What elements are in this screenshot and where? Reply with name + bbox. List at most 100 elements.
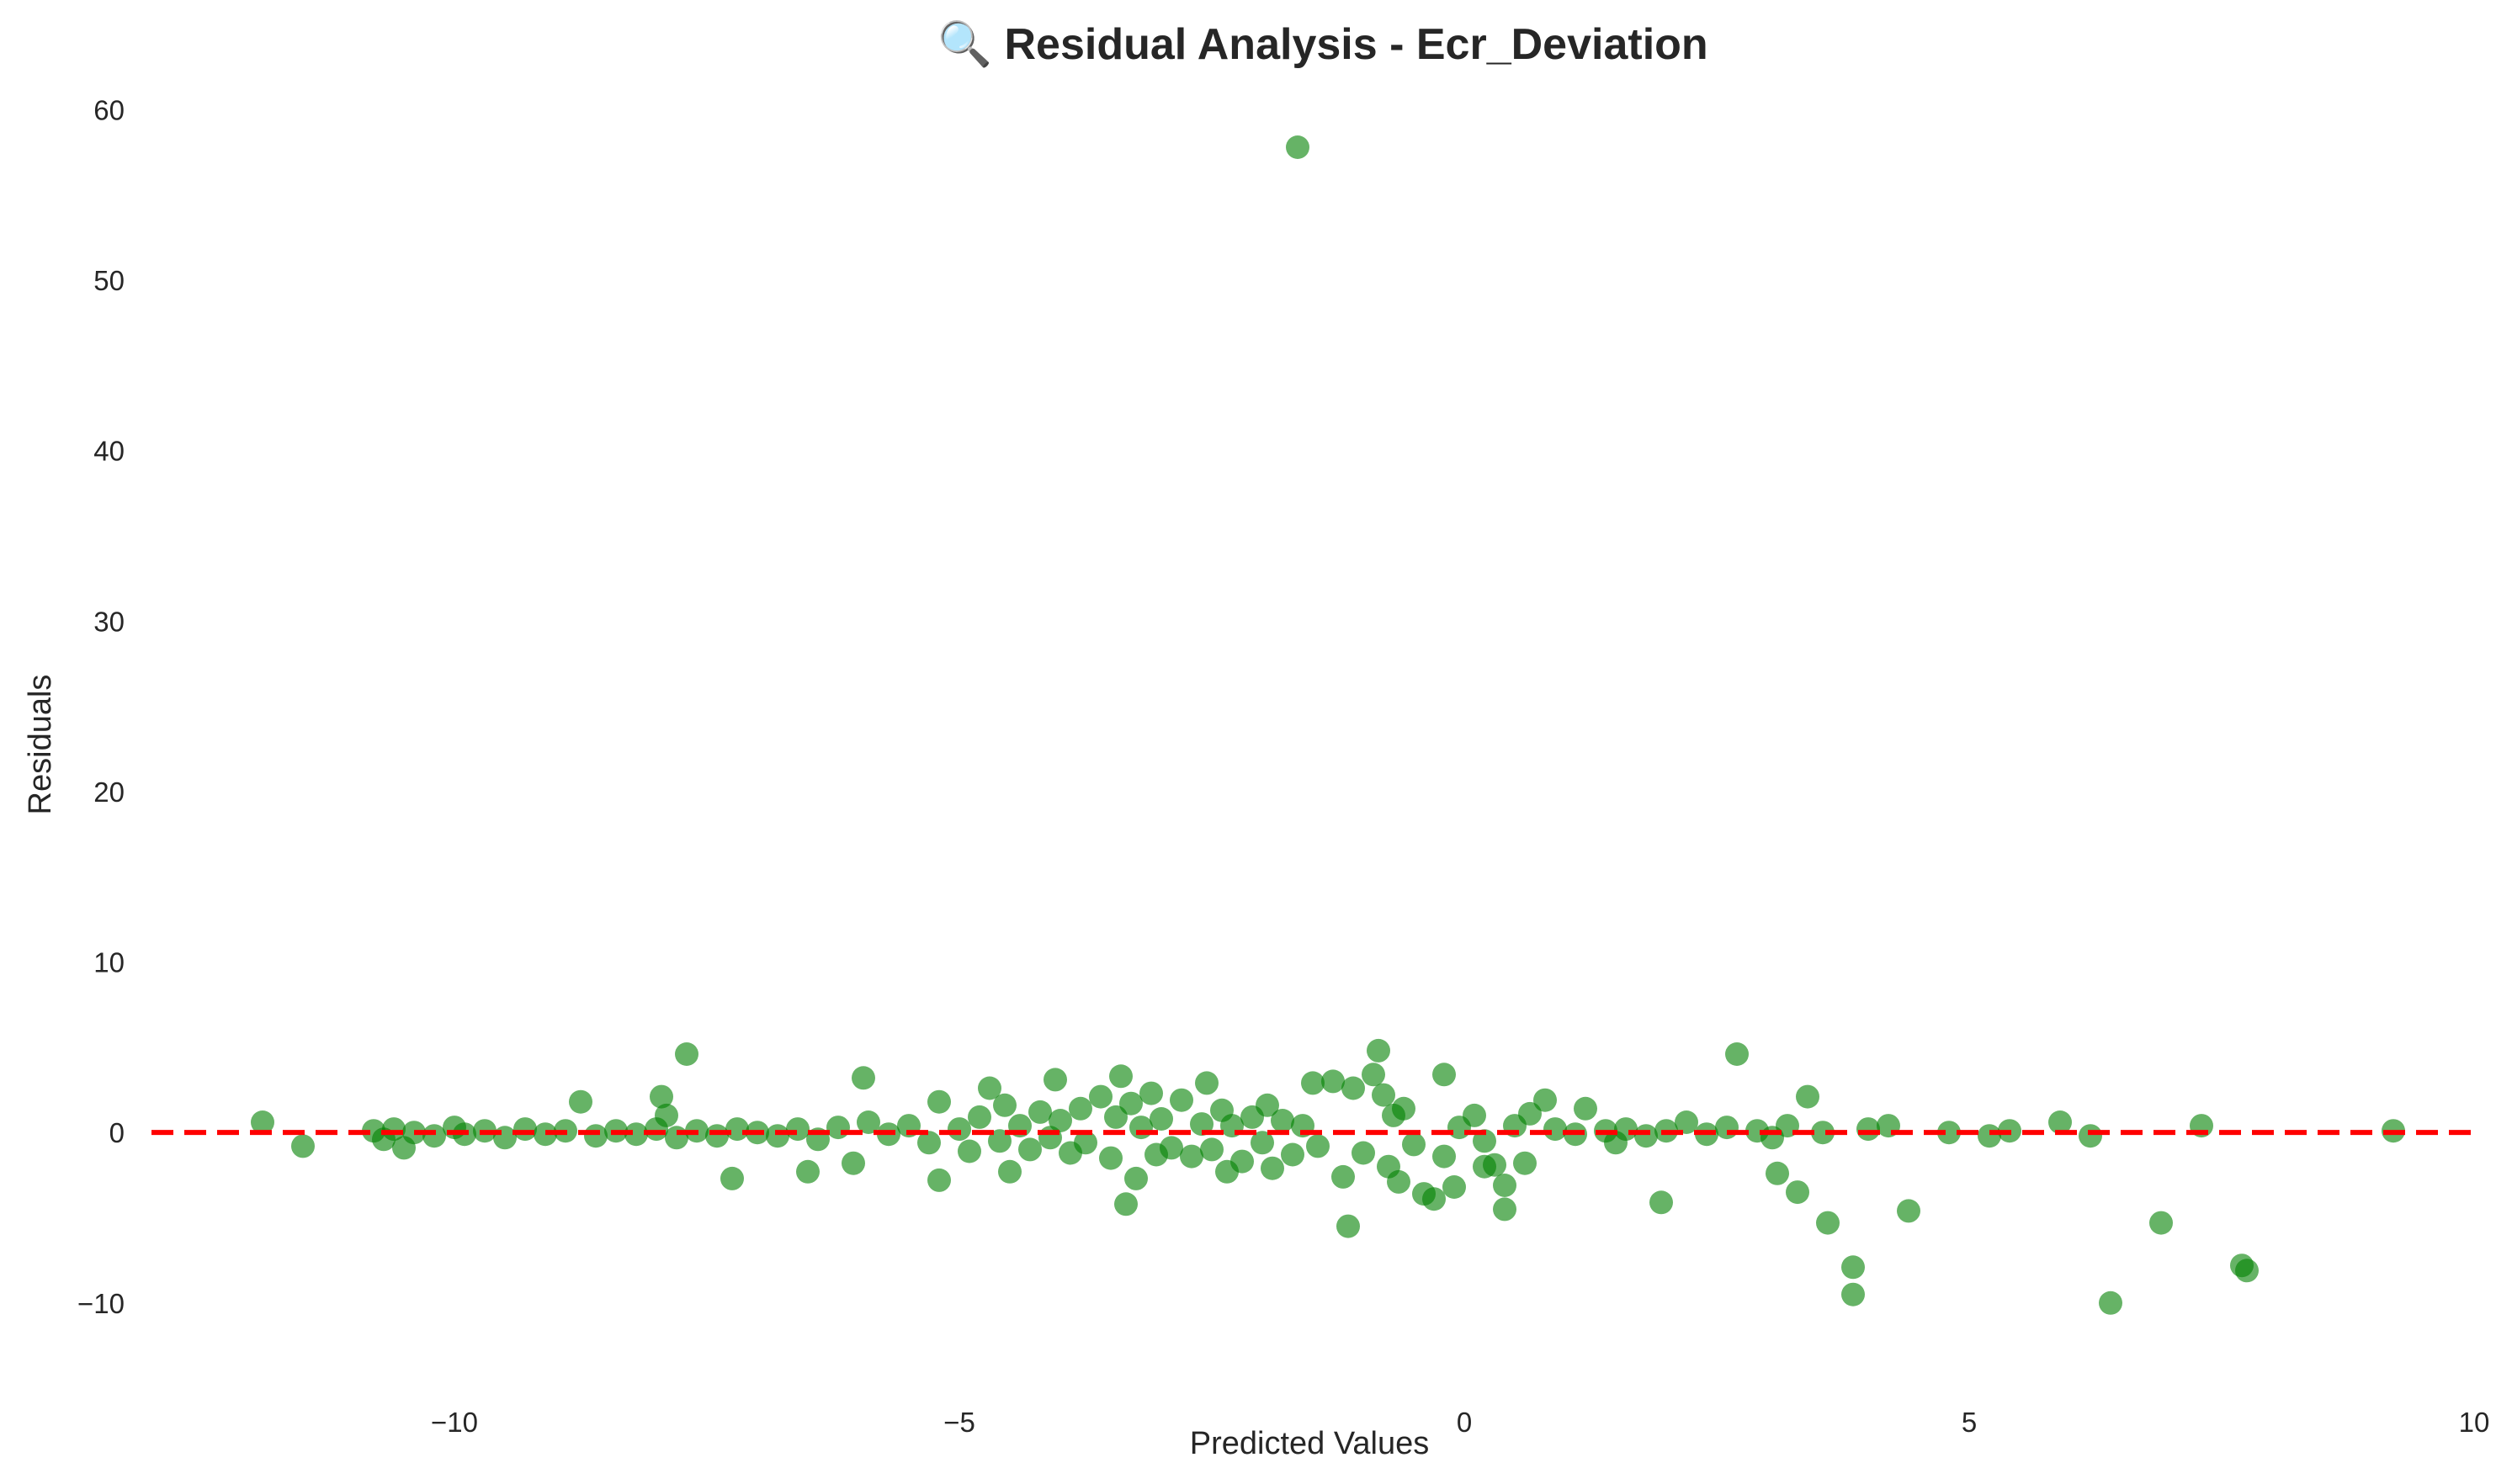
data-point — [1028, 1100, 1052, 1124]
data-point — [1074, 1131, 1097, 1155]
x-tick-label: 0 — [1457, 1407, 1472, 1438]
data-point — [1160, 1136, 1183, 1160]
y-tick-label: 40 — [93, 436, 125, 467]
data-point — [1139, 1081, 1163, 1105]
y-axis-ticks: −10 0 10 20 30 40 50 60 — [77, 94, 125, 1318]
data-point — [1129, 1116, 1153, 1140]
data-point — [1518, 1101, 1542, 1126]
y-tick-label: 0 — [109, 1117, 125, 1148]
data-point — [1251, 1131, 1274, 1155]
data-point — [786, 1117, 810, 1142]
data-point — [1387, 1169, 1410, 1194]
data-point — [665, 1126, 688, 1150]
data-point — [1114, 1192, 1138, 1216]
data-point — [1473, 1129, 1496, 1153]
data-point — [1432, 1144, 1456, 1169]
y-tick-label: 50 — [93, 265, 125, 296]
data-point — [1018, 1137, 1042, 1162]
data-point — [251, 1110, 274, 1134]
y-tick-label: 60 — [93, 94, 125, 125]
data-point — [826, 1116, 850, 1140]
data-point — [1841, 1255, 1865, 1280]
data-point — [1367, 1038, 1390, 1063]
data-point — [1150, 1107, 1173, 1131]
data-point — [1190, 1112, 1213, 1137]
data-point — [1281, 1142, 1304, 1167]
data-point — [1372, 1083, 1395, 1107]
data-point — [1897, 1199, 1920, 1223]
data-point — [1725, 1042, 1749, 1066]
data-point — [1170, 1088, 1193, 1112]
x-tick-label: −10 — [431, 1407, 478, 1438]
data-point — [948, 1117, 971, 1142]
data-point — [993, 1093, 1017, 1117]
data-point — [1614, 1117, 1638, 1142]
data-point — [852, 1066, 875, 1090]
data-point — [1649, 1190, 1673, 1215]
data-point — [584, 1124, 608, 1148]
data-point — [917, 1131, 941, 1155]
data-point — [1099, 1146, 1123, 1170]
data-point — [1392, 1096, 1415, 1121]
data-point — [1402, 1132, 1426, 1157]
data-point — [1124, 1166, 1148, 1190]
data-point — [796, 1159, 820, 1184]
data-point — [493, 1126, 517, 1150]
data-point — [1796, 1084, 1819, 1109]
x-tick-label: 5 — [1962, 1407, 1977, 1438]
data-point — [1089, 1084, 1113, 1109]
data-point — [2235, 1259, 2259, 1283]
data-point — [1321, 1069, 1345, 1094]
data-point — [1543, 1117, 1567, 1142]
data-point — [1104, 1105, 1128, 1129]
data-point — [624, 1122, 648, 1147]
data-point — [988, 1129, 1012, 1153]
data-point — [1261, 1156, 1284, 1180]
data-point — [1533, 1088, 1557, 1112]
data-point — [1286, 135, 1309, 159]
data-point — [927, 1089, 951, 1114]
x-tick-label: 10 — [2459, 1407, 2490, 1438]
data-point — [720, 1166, 744, 1190]
data-point — [1786, 1180, 1809, 1205]
data-point — [1180, 1144, 1203, 1169]
data-point — [1256, 1093, 1279, 1117]
data-point — [1442, 1175, 1466, 1199]
data-point — [1493, 1197, 1516, 1222]
data-point — [857, 1110, 880, 1134]
y-tick-label: 30 — [93, 606, 125, 637]
data-point — [422, 1124, 446, 1148]
data-point — [1331, 1164, 1355, 1189]
data-point — [1119, 1091, 1143, 1116]
data-point — [1432, 1063, 1456, 1087]
y-tick-label: 10 — [93, 947, 125, 978]
data-point — [513, 1117, 537, 1142]
data-point — [766, 1124, 789, 1148]
data-point — [1069, 1096, 1092, 1121]
data-point — [998, 1159, 1022, 1184]
data-point — [1362, 1063, 1385, 1087]
data-point — [1200, 1137, 1224, 1162]
data-point — [1463, 1103, 1486, 1127]
data-point — [1049, 1109, 1072, 1132]
data-point — [291, 1134, 315, 1158]
data-point — [569, 1089, 592, 1114]
data-point — [1271, 1109, 1294, 1132]
data-point — [1816, 1211, 1840, 1235]
data-point — [1483, 1153, 1506, 1177]
y-tick-label: 20 — [93, 776, 125, 808]
data-point — [958, 1139, 981, 1163]
data-point — [1301, 1071, 1325, 1095]
data-point — [1352, 1141, 1375, 1165]
data-point — [725, 1117, 749, 1142]
x-axis-ticks: −10 −5 0 5 10 — [431, 1407, 2489, 1438]
data-point — [1766, 1161, 1789, 1185]
data-point — [650, 1084, 673, 1109]
data-point — [1856, 1117, 1880, 1142]
y-tick-label: −10 — [77, 1288, 125, 1319]
data-point — [655, 1103, 678, 1127]
chart-title: 🔍 Residual Analysis - Ecr_Deviation — [937, 16, 1707, 69]
data-point — [1109, 1064, 1133, 1089]
